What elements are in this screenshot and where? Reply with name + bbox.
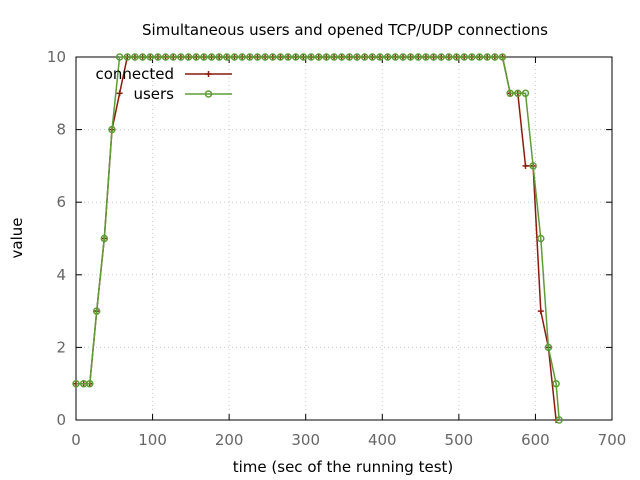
data-point-users <box>261 53 269 61</box>
data-point-users <box>246 53 254 61</box>
data-point-users <box>253 53 262 61</box>
data-point-users <box>368 53 377 61</box>
data-point-users <box>555 416 563 424</box>
x-tick-label: 300 <box>291 431 320 449</box>
x-tick-label: 400 <box>368 431 397 449</box>
data-point-users <box>475 53 484 61</box>
data-point-users <box>230 53 239 61</box>
data-point-users <box>529 162 537 170</box>
series-line-users <box>76 56 560 421</box>
y-tick-label: 4 <box>56 266 66 284</box>
data-point-users <box>146 53 155 61</box>
data-point-users <box>177 53 185 61</box>
data-point-users <box>169 53 177 61</box>
data-point-users <box>207 53 216 61</box>
data-point-users <box>437 53 445 61</box>
data-point-users <box>72 379 80 388</box>
y-tick-label: 0 <box>56 411 66 429</box>
data-point-users <box>468 53 476 61</box>
data-point-users <box>154 53 162 61</box>
data-point-users <box>200 53 208 61</box>
data-point-users <box>498 53 507 61</box>
data-point-users <box>552 379 560 388</box>
data-point-users <box>506 89 514 98</box>
data-point-users <box>460 53 468 61</box>
data-point-users <box>123 53 132 61</box>
data-point-users <box>269 53 277 61</box>
data-point-users <box>406 53 415 61</box>
data-point-users <box>399 53 407 61</box>
plot-frame <box>75 56 613 421</box>
y-tick-label: 10 <box>47 48 66 66</box>
x-tick-label: 200 <box>215 431 244 449</box>
data-point-users <box>345 53 354 61</box>
legend-label-connected: connected <box>95 65 174 83</box>
data-point-users <box>376 53 384 61</box>
data-point-users <box>184 53 193 61</box>
x-tick-label: 100 <box>138 431 167 449</box>
data-point-users <box>92 307 101 315</box>
x-tick-label: 500 <box>445 431 474 449</box>
data-point-users <box>422 53 430 61</box>
data-point-users <box>452 53 461 61</box>
data-point-users <box>383 53 392 61</box>
series-connected <box>73 54 560 423</box>
data-point-users <box>337 53 346 61</box>
data-point-users <box>299 53 308 61</box>
data-point-users <box>330 53 338 61</box>
legend-marker-connected <box>205 71 212 77</box>
data-point-users <box>483 53 491 61</box>
y-tick-label: 2 <box>56 338 66 356</box>
data-point-users <box>429 53 438 61</box>
data-point-users <box>215 53 223 61</box>
data-point-users <box>322 53 331 61</box>
x-tick-label: 600 <box>521 431 550 449</box>
data-point-users <box>223 53 231 61</box>
axis-ticks: 0 100 200 300 400 500 600 700 0 2 4 6 8 10 <box>47 48 626 449</box>
data-point-connected <box>537 308 544 315</box>
x-tick-label: 0 <box>71 431 81 449</box>
data-point-users <box>521 89 530 98</box>
legend: connected users <box>95 65 232 103</box>
data-point-users <box>491 53 499 61</box>
data-point-users <box>445 53 453 61</box>
data-point-users <box>544 343 553 352</box>
y-tick-label: 8 <box>56 121 66 139</box>
data-point-users <box>307 53 315 61</box>
data-point-users <box>284 53 292 61</box>
data-point-users <box>314 53 323 61</box>
series-line-connected <box>76 56 557 421</box>
data-point-users <box>161 53 170 61</box>
data-point-users <box>86 379 94 388</box>
data-point-users <box>108 125 116 134</box>
data-point-users <box>292 53 300 61</box>
data-point-users <box>360 53 369 61</box>
data-point-connected <box>116 90 123 97</box>
x-tick-label: 700 <box>598 431 627 449</box>
data-point-users <box>131 53 139 61</box>
data-point-users <box>391 53 400 61</box>
data-point-users <box>537 234 545 243</box>
data-point-users <box>138 53 147 61</box>
series-users <box>72 53 563 424</box>
data-point-users <box>100 234 109 243</box>
data-point-users <box>514 89 522 98</box>
chart-title: Simultaneous users and opened TCP/UDP co… <box>142 21 548 39</box>
y-axis-label: value <box>8 218 26 259</box>
data-point-users <box>414 53 423 61</box>
data-point-users <box>238 53 246 61</box>
y-tick-label: 6 <box>56 193 66 211</box>
data-point-users <box>353 53 361 61</box>
data-point-users <box>115 53 124 61</box>
legend-label-users: users <box>133 85 174 103</box>
x-axis-label: time (sec of the running test) <box>233 458 454 476</box>
grid <box>76 57 612 420</box>
series-layer <box>72 53 563 424</box>
data-point-users <box>192 53 200 61</box>
legend-marker-users <box>204 90 213 98</box>
data-point-users <box>276 53 285 61</box>
data-point-connected <box>522 162 529 169</box>
